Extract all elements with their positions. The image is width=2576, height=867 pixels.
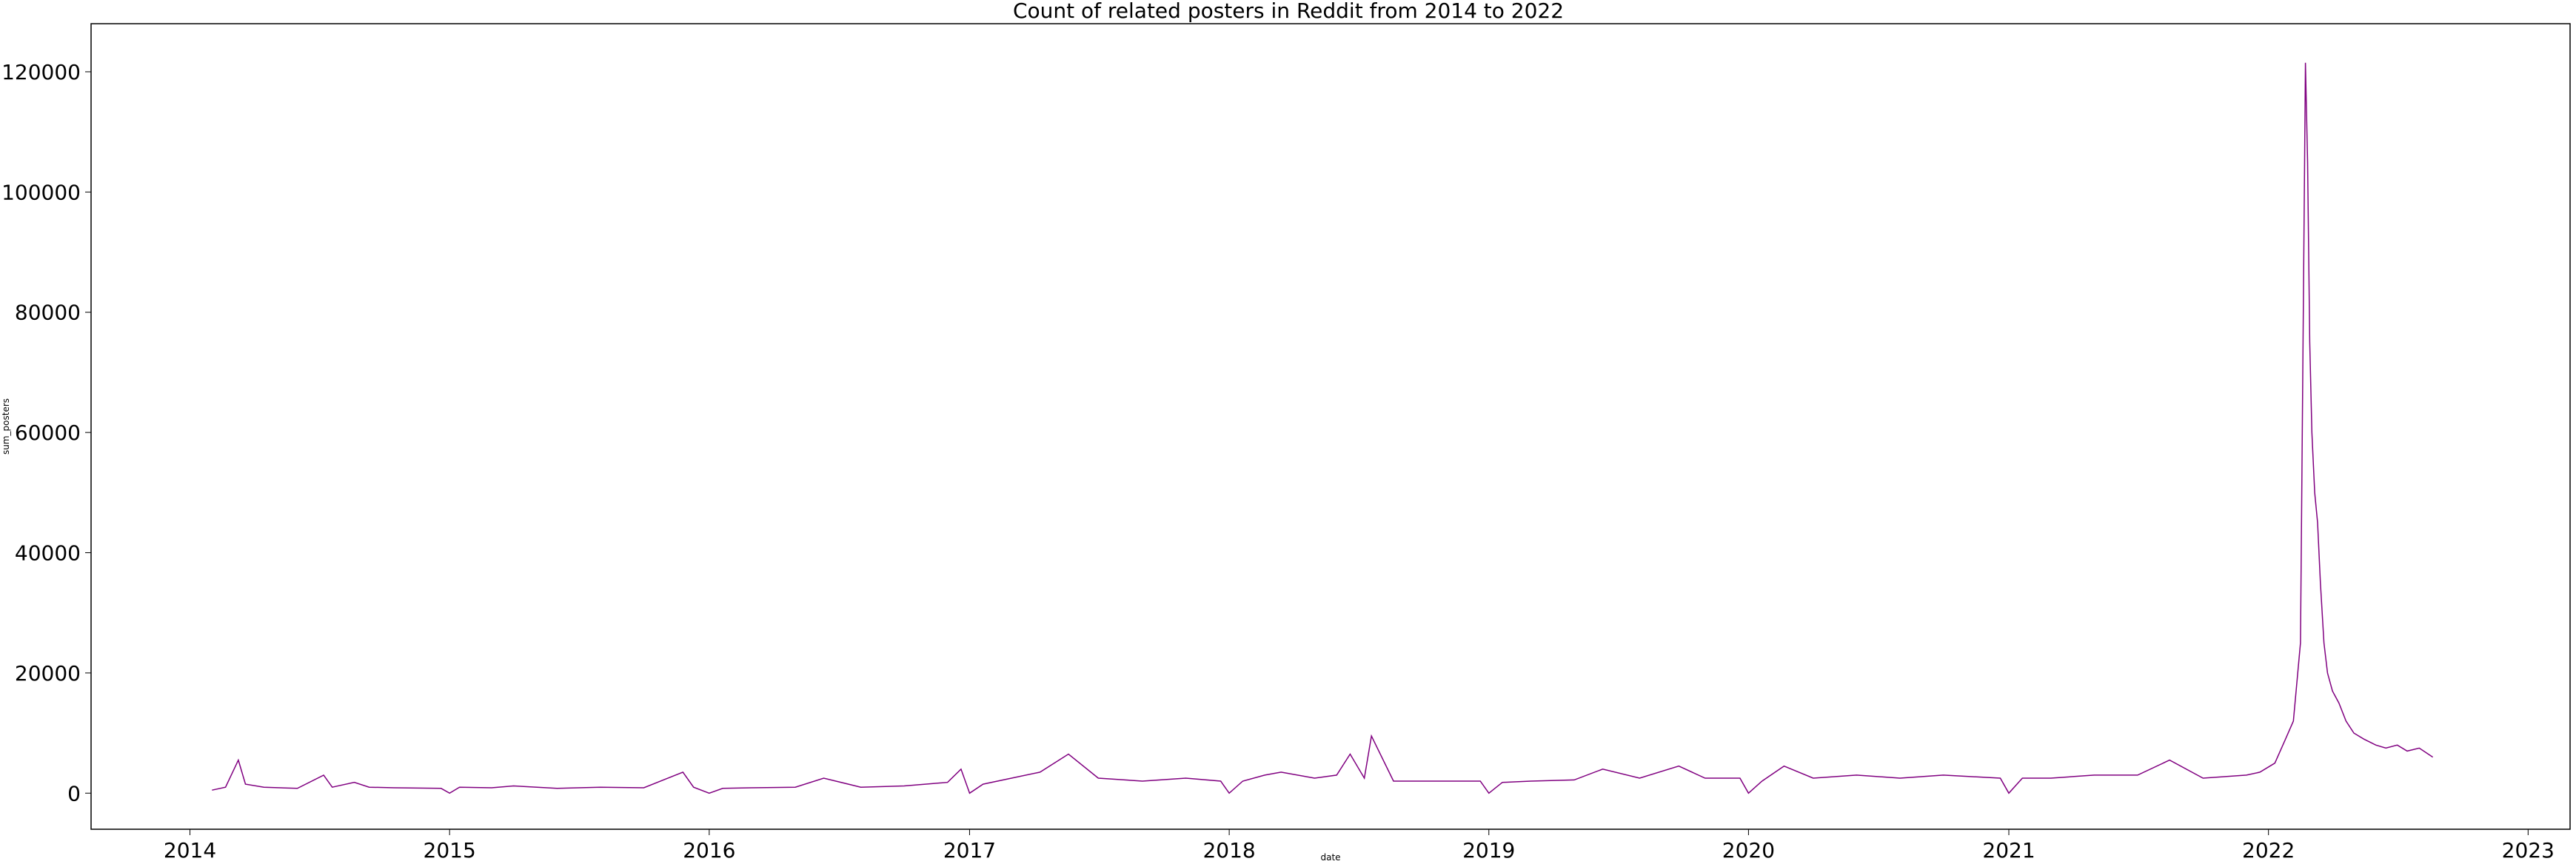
sum-posters-series-line [212, 62, 2434, 794]
y-tick-label: 80000 [15, 301, 81, 325]
chart-title: Count of related posters in Reddit from … [1013, 0, 1564, 23]
y-tick-label: 100000 [1, 180, 81, 204]
y-axis-ticks: 0 20000 40000 60000 80000 100000 120000 [1, 60, 91, 806]
x-tick-label: 2021 [1982, 838, 2035, 863]
x-tick-label: 2022 [2242, 838, 2295, 863]
x-tick-label: 2017 [943, 838, 996, 863]
x-tick-label: 2016 [683, 838, 735, 863]
y-tick-label: 0 [67, 781, 81, 806]
x-tick-label: 2014 [164, 838, 216, 863]
x-axis-label: date [1320, 852, 1340, 863]
x-tick-label: 2020 [1722, 838, 1775, 863]
x-tick-label: 2019 [1462, 838, 1515, 863]
y-tick-label: 20000 [15, 661, 81, 686]
plot-area-frame [90, 23, 2571, 830]
y-tick-label: 40000 [15, 541, 81, 566]
y-tick-label: 60000 [15, 421, 81, 445]
x-tick-label: 2015 [424, 838, 476, 863]
y-tick-label: 120000 [1, 60, 81, 84]
x-tick-label: 2023 [2502, 838, 2555, 863]
x-axis-ticks: 2014 2015 2016 2017 2018 2019 2020 2021 2022 2023 [164, 829, 2555, 863]
x-tick-label: 2018 [1202, 838, 1255, 863]
y-axis-label: sum_posters [1, 398, 11, 455]
